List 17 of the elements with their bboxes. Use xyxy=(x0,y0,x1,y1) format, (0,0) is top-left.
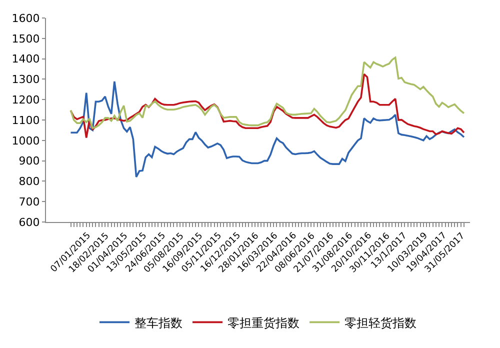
legend-label: 整车指数 xyxy=(134,316,182,330)
y-tick-label: 600 xyxy=(18,216,40,229)
line-series xyxy=(70,73,465,139)
y-tick-label: 800 xyxy=(18,175,40,188)
legend-label: 零担轻货指数 xyxy=(344,316,416,330)
line-series xyxy=(70,56,465,130)
y-tick-label: 1500 xyxy=(12,32,40,46)
y-tick-label: 1000 xyxy=(12,134,40,148)
y-tick-label: 1100 xyxy=(12,114,40,127)
y-tick-label: 1600 xyxy=(12,12,40,25)
line-series xyxy=(70,80,465,178)
y-tick-label: 1200 xyxy=(12,93,40,106)
y-tick-label: 1400 xyxy=(12,52,40,66)
legend-label: 零担重货指数 xyxy=(228,316,300,330)
y-tick-label: 700 xyxy=(18,195,40,208)
y-tick-label: 1300 xyxy=(12,73,40,86)
y-tick-label: 900 xyxy=(18,154,40,168)
